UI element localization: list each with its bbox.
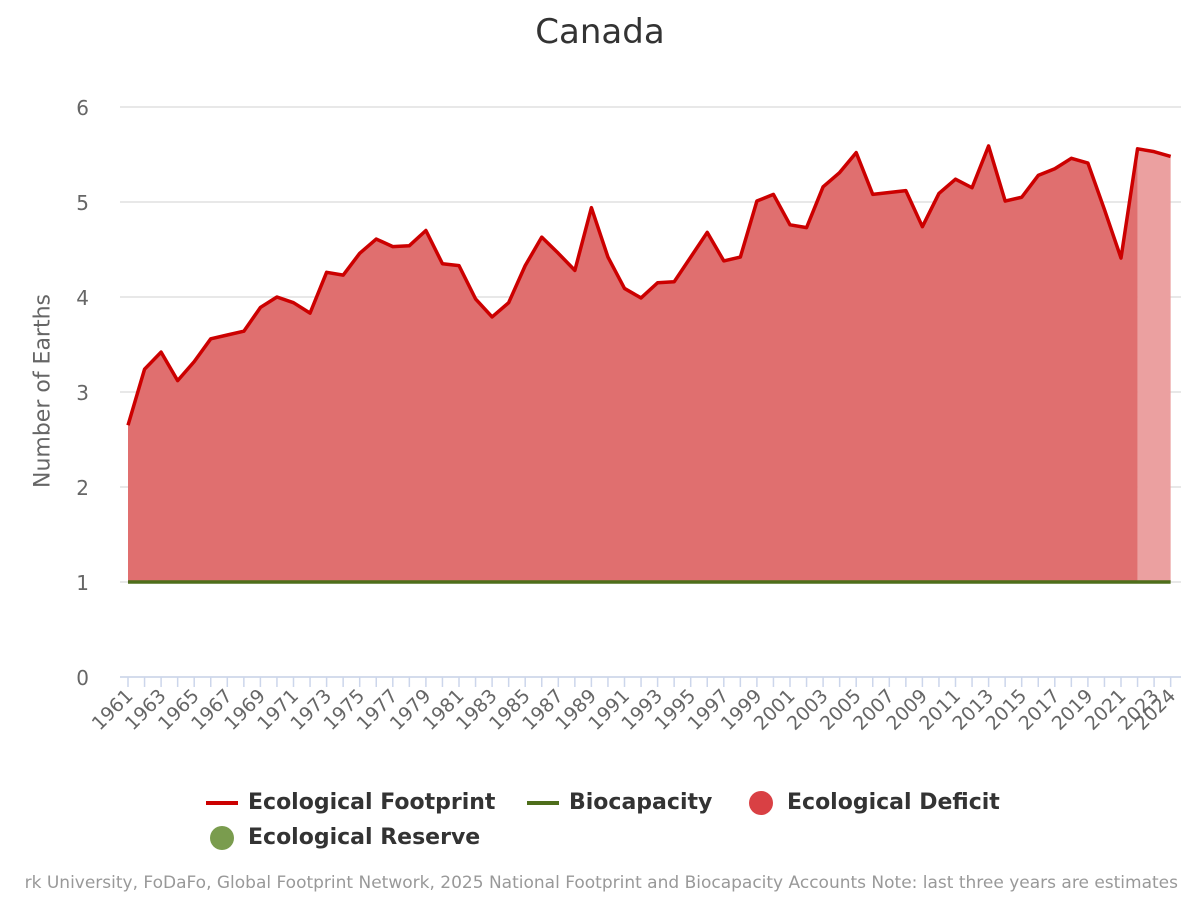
legend-item-ecological-reserve[interactable]: Ecological Reserve	[210, 825, 480, 850]
legend-label-deficit: Ecological Deficit	[787, 790, 1000, 815]
y-tick-label: 1	[76, 571, 89, 595]
legend-label-footprint: Ecological Footprint	[248, 790, 496, 815]
source-credit: rk University, FoDaFo, Global Footprint …	[24, 873, 1178, 893]
y-tick-label: 4	[76, 286, 89, 310]
y-tick-label: 6	[76, 96, 89, 120]
chart-title: Canada	[535, 12, 665, 52]
legend-label-reserve: Ecological Reserve	[248, 825, 481, 850]
y-tick-label: 3	[76, 381, 89, 405]
chart-legend: Ecological Footprint Biocapacity Ecologi…	[0, 786, 1200, 856]
footprint-line	[126, 144, 1172, 426]
deficit-area	[128, 145, 1138, 582]
deficit-area-estimate	[1137, 148, 1171, 583]
legend-swatch-reserve	[210, 825, 234, 850]
y-tick-label: 2	[76, 476, 89, 500]
y-tick-label: 5	[76, 191, 89, 215]
legend-item-biocapacity[interactable]: Biocapacity	[527, 790, 712, 815]
y-tick-label: 0	[76, 666, 89, 690]
legend-swatch-footprint	[206, 800, 238, 805]
legend-label-biocapacity: Biocapacity	[569, 790, 713, 815]
legend-swatch-deficit	[749, 790, 773, 815]
legend-item-ecological-deficit[interactable]: Ecological Deficit	[749, 790, 1000, 815]
legend-item-ecological-footprint[interactable]: Ecological Footprint	[206, 790, 495, 815]
legend-swatch-biocapacity	[527, 800, 559, 805]
